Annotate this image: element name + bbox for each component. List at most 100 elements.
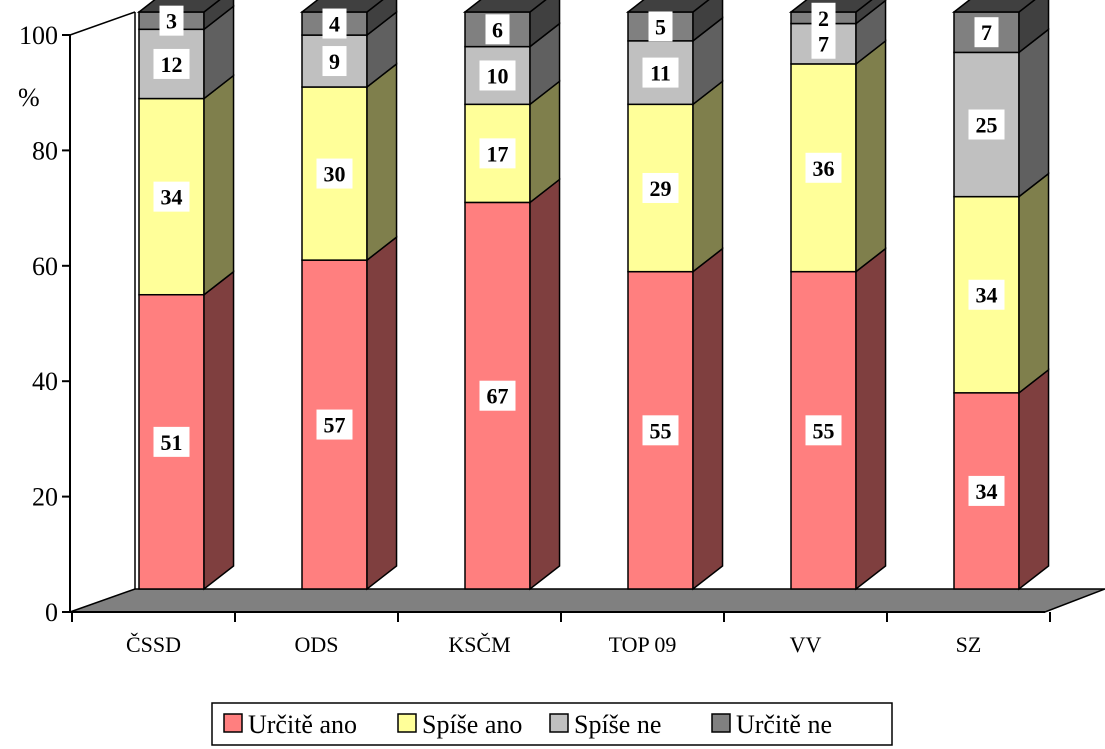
data-label-box xyxy=(322,46,347,77)
legend: Určitě ano Spíše ano Spíše ne Určitě ne xyxy=(211,702,893,746)
data-label-text: 10 xyxy=(487,63,509,88)
data-label-text: 51 xyxy=(161,430,183,455)
data-label-box xyxy=(805,415,842,446)
data-label-box xyxy=(648,11,673,42)
bar-segment-side xyxy=(203,0,235,31)
data-label-text: 9 xyxy=(329,49,340,74)
legend-label: Určitě ano xyxy=(248,710,357,739)
bar-stack xyxy=(788,0,887,591)
data-label-box xyxy=(159,5,184,36)
data-label: 3 xyxy=(159,5,184,36)
data-label-box xyxy=(153,48,190,79)
data-label-text: 7 xyxy=(981,20,992,45)
data-label-box xyxy=(642,172,679,203)
data-label-box xyxy=(642,57,679,88)
data-label-box xyxy=(479,60,516,91)
legend-swatch xyxy=(397,713,417,733)
data-label-text: 30 xyxy=(324,162,346,187)
data-label-text: 3 xyxy=(166,9,177,34)
data-label: 7 xyxy=(811,28,836,59)
data-label: 5 xyxy=(648,11,673,42)
data-label-text: 6 xyxy=(492,17,503,42)
data-label-text: 55 xyxy=(813,418,835,443)
bar-segment-side xyxy=(1018,27,1050,199)
bar-stack xyxy=(299,0,398,591)
bar-stack xyxy=(136,0,235,591)
bar-segment-side xyxy=(1018,172,1050,395)
data-label: 11 xyxy=(642,57,679,88)
data-label-text: 4 xyxy=(329,12,340,37)
bar-top xyxy=(462,0,547,13)
category-label: KSČM xyxy=(448,632,510,657)
data-label-box xyxy=(153,181,190,212)
data-label: 7 xyxy=(974,17,999,48)
data-label-text: 2 xyxy=(818,6,829,31)
bar-segment-side xyxy=(855,247,887,591)
y-tick-label: 80 xyxy=(32,136,58,165)
y-axis-label: % xyxy=(18,83,40,112)
y-axis: % 0 20 40 60 80 100 xyxy=(18,11,1051,627)
bar-segment-side xyxy=(529,177,561,591)
data-label-box xyxy=(974,17,999,48)
data-label-box xyxy=(322,8,347,39)
data-label-box xyxy=(968,279,1005,310)
data-label-box xyxy=(485,14,510,45)
data-label-text: 34 xyxy=(161,185,183,210)
data-label-text: 25 xyxy=(976,113,998,138)
data-label-box xyxy=(479,380,516,411)
data-label: 55 xyxy=(805,415,842,446)
data-label-box xyxy=(805,152,842,183)
data-label-box xyxy=(642,415,679,446)
bar-segment-side xyxy=(855,0,887,26)
bar-segment-side xyxy=(1018,368,1050,591)
data-label-box xyxy=(968,475,1005,506)
bar-segment-side xyxy=(692,0,724,43)
bar-segment-side xyxy=(366,235,398,591)
data-label-box xyxy=(811,28,836,59)
data-label: 17 xyxy=(479,138,516,169)
legend-item: Určitě ano xyxy=(223,710,357,739)
data-label: 30 xyxy=(316,158,353,189)
bar-segment-side xyxy=(855,39,887,274)
data-label: 57 xyxy=(316,409,353,440)
data-label: 34 xyxy=(153,181,190,212)
category-label: VV xyxy=(790,632,822,657)
data-label-box xyxy=(316,409,353,440)
data-label-box xyxy=(316,158,353,189)
data-label-text: 55 xyxy=(650,418,672,443)
data-label-box xyxy=(479,138,516,169)
data-label-text: 34 xyxy=(976,283,998,308)
data-label: 34 xyxy=(968,475,1005,506)
legend-label: Spíše ano xyxy=(422,710,522,739)
data-label-box xyxy=(811,2,836,33)
chart-floor xyxy=(69,588,1105,613)
y-tick-label: 40 xyxy=(32,367,58,396)
bar-stack xyxy=(951,0,1050,591)
legend-item: Spíše ano xyxy=(397,710,522,739)
bar-top xyxy=(951,0,1036,13)
legend-swatch xyxy=(223,713,243,733)
data-label-text: 36 xyxy=(813,156,835,181)
category-label: TOP 09 xyxy=(609,632,677,657)
data-label: 67 xyxy=(479,380,516,411)
data-label-text: 29 xyxy=(650,176,672,201)
data-label: 9 xyxy=(322,46,347,77)
data-label: 25 xyxy=(968,109,1005,140)
bar-segment-side xyxy=(692,247,724,591)
category-label: SZ xyxy=(956,632,982,657)
data-label: 34 xyxy=(968,279,1005,310)
data-label: 4 xyxy=(322,8,347,39)
bar-segment-side xyxy=(203,74,235,297)
data-label-text: 7 xyxy=(818,32,829,57)
data-label: 55 xyxy=(642,415,679,446)
data-label: 10 xyxy=(479,60,516,91)
bar-segment-side xyxy=(1018,0,1050,54)
legend-swatch xyxy=(549,713,569,733)
data-label-text: 5 xyxy=(655,14,666,39)
data-label-text: 12 xyxy=(161,52,183,77)
legend-swatch xyxy=(711,713,731,733)
y-tick-label: 0 xyxy=(45,598,58,627)
data-label-text: 11 xyxy=(650,61,671,86)
